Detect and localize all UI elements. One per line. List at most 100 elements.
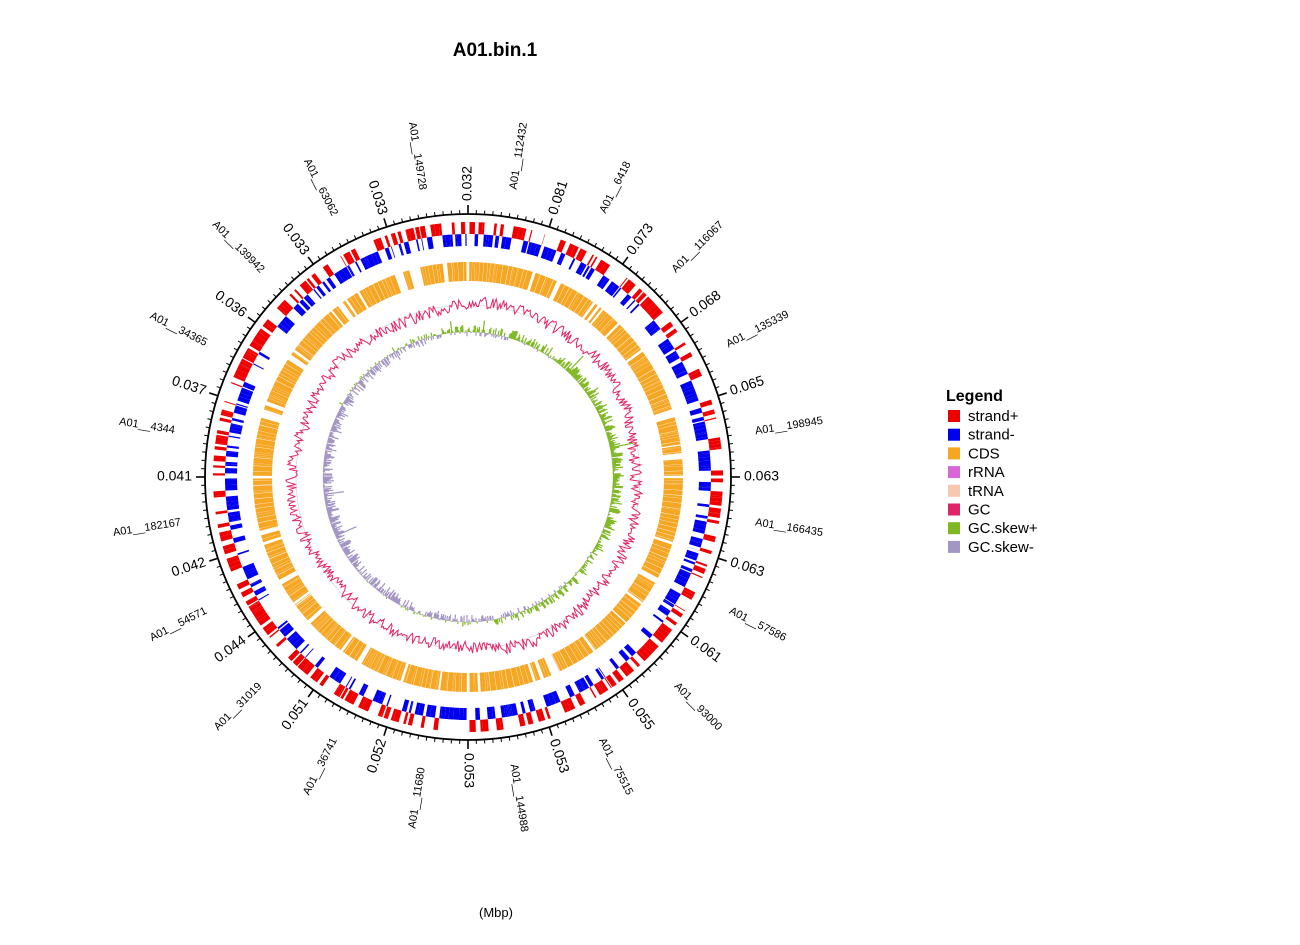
strand-plus-feature [623, 281, 636, 294]
gc-skew-negative [454, 614, 457, 622]
gc-skew-negative [536, 349, 539, 352]
gc-skew-positive [611, 494, 622, 497]
gc-skew-positive [546, 353, 549, 356]
cds-feature [653, 407, 673, 416]
cds-feature [642, 560, 663, 574]
gc-skew-positive [577, 571, 579, 573]
gc-skew-positive [590, 396, 597, 401]
cds-feature [413, 666, 424, 687]
cds-feature [333, 629, 347, 646]
gc-skew-negative [372, 583, 377, 588]
gc-skew-positive [581, 381, 590, 389]
strand-minus-feature [673, 365, 687, 376]
gc-skew-negative [449, 614, 452, 621]
gc-skew-positive [612, 486, 623, 489]
cds-feature [452, 672, 455, 692]
strand-minus-feature [316, 285, 326, 297]
gc-skew-positive [558, 589, 565, 597]
cds-feature [654, 534, 674, 543]
gc-skew-positive [417, 335, 420, 341]
gc-skew-negative [349, 553, 359, 562]
gc-skew-negative [430, 612, 433, 618]
gc-skew-negative [377, 586, 382, 592]
minor-tick [628, 684, 633, 689]
minor-tick [556, 225, 559, 230]
strand-minus-feature [286, 631, 298, 642]
gc-skew-negative [329, 515, 341, 520]
cds-feature [598, 620, 614, 638]
gc-skew-positive [497, 330, 500, 336]
minor-tick [653, 287, 658, 292]
strand-minus-feature [503, 704, 508, 718]
legend-item-label: CDS [968, 445, 1000, 462]
cds-feature [632, 360, 650, 372]
gc-skew-positive [500, 618, 503, 624]
minor-tick [256, 637, 261, 642]
strand-plus-feature [214, 446, 227, 451]
cds-feature [268, 395, 287, 405]
cds-feature [292, 589, 309, 603]
cds-feature [663, 474, 683, 476]
gc-skew-positive [547, 355, 550, 357]
cds-feature [328, 311, 344, 328]
gc-skew-positive [516, 613, 520, 621]
strand-minus-feature [338, 672, 347, 684]
strand-minus-feature [697, 453, 711, 458]
cds-feature [342, 636, 356, 653]
strand-plus-feature [638, 647, 650, 660]
strand-minus-feature [233, 408, 247, 416]
strand-minus-feature [650, 328, 661, 337]
gc-skew-negative [326, 443, 336, 447]
gc-skew-negative [362, 376, 369, 383]
legend-swatch [948, 522, 960, 535]
cds-feature [296, 595, 314, 610]
cds-feature [494, 670, 502, 691]
strand-plus-feature [619, 664, 630, 677]
gc-skew-positive [606, 431, 610, 434]
strand-minus-feature [245, 569, 259, 580]
gc-skew-positive [592, 550, 595, 553]
gc-skew-negative [324, 494, 334, 497]
cds-feature [256, 510, 276, 516]
strand-plus-feature [688, 370, 703, 381]
gc-skew-positive [604, 425, 610, 428]
cds-feature [659, 430, 679, 436]
cds-feature [639, 373, 659, 387]
strand-plus-feature [213, 490, 226, 497]
contig-label: A01__54571 [148, 605, 209, 644]
legend-item-label: strand- [968, 427, 1015, 444]
gc-skew-positive [606, 432, 613, 436]
gc-skew-positive [512, 614, 515, 618]
contig-label: A01__149728 [406, 121, 429, 191]
gc-skew-negative [503, 336, 506, 340]
gc-skew-negative [333, 421, 342, 426]
cds-feature [594, 313, 610, 330]
strand-plus-feature [621, 279, 632, 291]
minor-tick [556, 724, 559, 729]
strand-plus-feature [393, 709, 402, 723]
minor-tick [540, 220, 543, 225]
gc-skew-negative [331, 427, 338, 431]
strand-plus-feature [644, 302, 656, 313]
gc-skew-positive [508, 333, 511, 339]
gc-skew-negative [330, 428, 342, 434]
strand-minus-feature [456, 234, 462, 247]
cds-feature [262, 533, 282, 543]
legend-swatch [948, 540, 960, 553]
cds-feature [601, 319, 615, 334]
gc-skew-negative [341, 405, 346, 409]
gc-skew-positive [587, 387, 599, 396]
cds-feature [253, 480, 273, 486]
minor-tick [727, 517, 732, 520]
cds-feature [651, 402, 671, 412]
cds-feature [283, 577, 303, 592]
cds-feature [446, 262, 453, 282]
cds-feature [273, 559, 292, 571]
strand-minus-feature [683, 388, 697, 398]
gc-skew-positive [601, 415, 613, 422]
gc-skew-positive [604, 526, 615, 531]
cds-feature [265, 542, 284, 550]
strand-plus-feature [217, 522, 230, 529]
gc-skew-positive [596, 403, 608, 411]
contig-label: A01__112432 [508, 122, 530, 191]
